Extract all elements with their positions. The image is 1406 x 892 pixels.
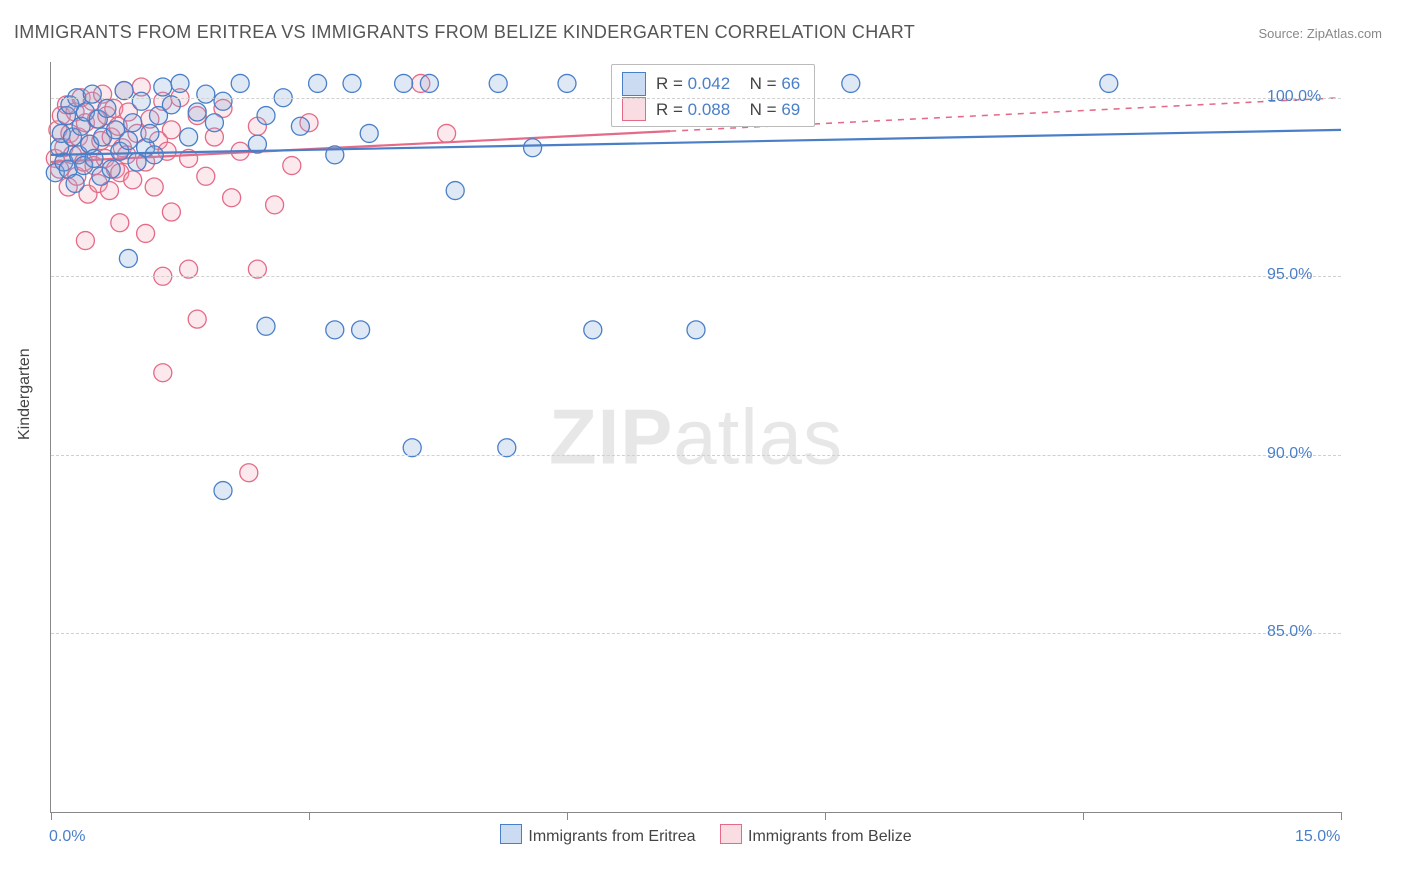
data-point xyxy=(420,74,438,92)
data-point xyxy=(240,464,258,482)
chart-title: IMMIGRANTS FROM ERITREA VS IMMIGRANTS FR… xyxy=(14,22,915,43)
data-point xyxy=(132,92,150,110)
data-point xyxy=(102,160,120,178)
data-point xyxy=(145,146,163,164)
legend-n-label: N = 69 xyxy=(740,97,800,123)
data-point xyxy=(257,107,275,125)
data-point xyxy=(214,482,232,500)
data-point xyxy=(119,249,137,267)
data-point xyxy=(438,124,456,142)
y-axis-title: Kindergarten xyxy=(16,348,34,440)
data-point xyxy=(171,74,189,92)
chart-plot-area: ZIPatlas R = 0.042 N = 66 R = 0.088 N = … xyxy=(50,62,1341,813)
scatter-svg xyxy=(51,62,1341,812)
data-point xyxy=(842,74,860,92)
legend-n-belize: 69 xyxy=(781,100,800,119)
data-point xyxy=(343,74,361,92)
legend-r-label: R = 0.042 xyxy=(656,71,730,97)
data-point xyxy=(124,171,142,189)
data-point xyxy=(214,92,232,110)
data-point xyxy=(291,117,309,135)
data-point xyxy=(98,99,116,117)
legend-row-belize: R = 0.088 N = 69 xyxy=(622,97,800,123)
x-tick xyxy=(825,812,826,820)
data-point xyxy=(584,321,602,339)
legend-n-eritrea: 66 xyxy=(781,74,800,93)
data-point xyxy=(145,178,163,196)
data-point xyxy=(119,132,137,150)
data-point xyxy=(197,85,215,103)
data-point xyxy=(326,321,344,339)
data-point xyxy=(223,189,241,207)
data-point xyxy=(283,157,301,175)
swatch-belize-bottom xyxy=(720,824,742,844)
source-label: Source: ZipAtlas.com xyxy=(1258,26,1382,41)
data-point xyxy=(266,196,284,214)
data-point xyxy=(162,121,180,139)
legend-n-label: N = 66 xyxy=(740,71,800,97)
data-point xyxy=(162,203,180,221)
x-tick xyxy=(51,812,52,820)
data-point xyxy=(137,224,155,242)
data-point xyxy=(76,232,94,250)
data-point xyxy=(180,128,198,146)
gridline-h xyxy=(51,633,1341,634)
data-point xyxy=(395,74,413,92)
data-point xyxy=(360,124,378,142)
correlation-legend: R = 0.042 N = 66 R = 0.088 N = 69 xyxy=(611,64,815,127)
legend-label-eritrea: Immigrants from Eritrea xyxy=(528,828,695,845)
swatch-eritrea xyxy=(622,72,646,96)
y-tick-label: 100.0% xyxy=(1267,88,1321,106)
data-point xyxy=(489,74,507,92)
x-tick xyxy=(1341,812,1342,820)
series-legend: Immigrants from Eritrea Immigrants from … xyxy=(51,824,1341,846)
data-point xyxy=(83,85,101,103)
legend-row-eritrea: R = 0.042 N = 66 xyxy=(622,71,800,97)
gridline-h xyxy=(51,455,1341,456)
legend-r-label: R = 0.088 xyxy=(656,97,730,123)
data-point xyxy=(141,124,159,142)
data-point xyxy=(231,74,249,92)
x-tick xyxy=(567,812,568,820)
y-tick-label: 85.0% xyxy=(1267,623,1312,641)
data-point xyxy=(111,214,129,232)
data-point xyxy=(197,167,215,185)
data-point xyxy=(205,114,223,132)
legend-r-eritrea: 0.042 xyxy=(688,74,731,93)
gridline-h xyxy=(51,276,1341,277)
data-point xyxy=(1100,74,1118,92)
data-point xyxy=(188,103,206,121)
data-point xyxy=(558,74,576,92)
swatch-eritrea-bottom xyxy=(500,824,522,844)
data-point xyxy=(446,182,464,200)
gridline-h xyxy=(51,98,1341,99)
data-point xyxy=(309,74,327,92)
data-point xyxy=(124,114,142,132)
data-point xyxy=(352,321,370,339)
data-point xyxy=(257,317,275,335)
swatch-belize xyxy=(622,97,646,121)
x-tick xyxy=(309,812,310,820)
y-tick-label: 95.0% xyxy=(1267,266,1312,284)
y-tick-label: 90.0% xyxy=(1267,445,1312,463)
data-point xyxy=(154,78,172,96)
data-point xyxy=(188,310,206,328)
data-point xyxy=(524,139,542,157)
data-point xyxy=(66,174,84,192)
legend-r-belize: 0.088 xyxy=(688,100,731,119)
data-point xyxy=(154,364,172,382)
trend-line xyxy=(51,130,1341,155)
legend-label-belize: Immigrants from Belize xyxy=(748,828,912,845)
x-tick xyxy=(1083,812,1084,820)
data-point xyxy=(687,321,705,339)
data-point xyxy=(85,149,103,167)
